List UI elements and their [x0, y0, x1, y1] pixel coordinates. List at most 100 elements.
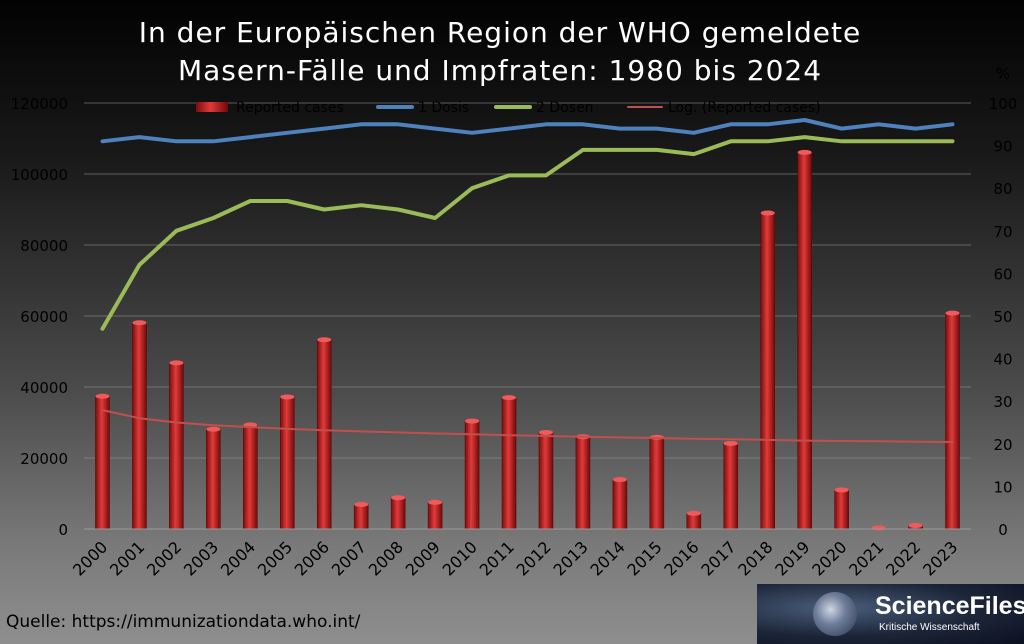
legend-label: 2 Dosen — [536, 100, 593, 116]
bar-top — [723, 440, 738, 446]
line-2-dosen — [100, 135, 955, 331]
y-right-tick-label: 10 — [993, 478, 1012, 496]
bar — [279, 396, 295, 530]
line-1-dosis — [100, 118, 955, 144]
bar — [612, 479, 628, 530]
y-left-tick-label: 100000 — [11, 166, 68, 184]
bar-top — [908, 522, 923, 528]
y-right-axis-label: % — [996, 65, 1010, 83]
bar — [834, 489, 849, 530]
legend-label: 1 Dosis — [418, 100, 469, 116]
bar-top — [501, 395, 517, 401]
bar-top — [760, 210, 775, 216]
logo-tagline: Kritische Wissenschaft — [879, 622, 980, 633]
y-left-tick-label: 120000 — [11, 95, 68, 113]
bar-top — [945, 310, 960, 316]
trendline-reported-cases — [101, 409, 954, 443]
bar — [95, 395, 110, 530]
x-tick-label: 2000 — [69, 537, 111, 579]
legend-label: Reported cases — [236, 100, 344, 116]
x-tick-label: 2014 — [586, 537, 628, 579]
x-tick-label: 2002 — [143, 537, 185, 579]
bar — [760, 212, 776, 530]
bar — [797, 152, 812, 530]
chart-title-line1: In der Europäischen Region der WHO gemel… — [138, 16, 862, 49]
x-tick-label: 2015 — [623, 537, 665, 579]
bar — [132, 322, 147, 530]
legend-label: Log. (Reported cases) — [668, 100, 821, 116]
bar-top — [538, 429, 554, 435]
x-tick-label: 2006 — [291, 537, 333, 579]
bar — [501, 397, 517, 530]
x-tick-label: 2003 — [180, 537, 222, 579]
bar — [206, 428, 221, 530]
bar-top — [465, 418, 480, 424]
bar — [945, 312, 960, 530]
legend-swatch — [196, 102, 228, 112]
bar-top — [206, 426, 221, 432]
bar — [575, 436, 591, 530]
x-tick-label: 2004 — [217, 537, 259, 579]
sciencefiles-logo: ScienceFiles.org Kritische Wissenschaft — [757, 584, 1024, 644]
y-right-tick-label: 20 — [993, 436, 1012, 454]
bar-top — [871, 525, 886, 531]
bar-top — [834, 487, 849, 493]
y-left-tick-label: 0 — [58, 521, 68, 539]
y-right-tick-label: 0 — [998, 521, 1008, 539]
bar — [723, 443, 739, 530]
bar-top — [132, 320, 147, 326]
x-tick-label: 2007 — [328, 537, 370, 579]
bar — [538, 432, 554, 530]
logo-name: ScienceFiles.org — [875, 592, 1024, 620]
y-right-tick-label: 30 — [993, 393, 1012, 411]
bar-series — [95, 149, 960, 531]
y-left-tick-label: 20000 — [20, 450, 68, 468]
x-tick-label: 2010 — [439, 537, 481, 579]
bar — [316, 339, 332, 530]
y-right-tick-label: 80 — [993, 180, 1012, 198]
bar — [169, 362, 184, 530]
bar-top — [317, 337, 332, 343]
x-tick-label: 2008 — [365, 537, 407, 579]
bar-top — [686, 510, 701, 516]
y-left-tick-label: 80000 — [20, 237, 68, 255]
bar — [390, 497, 406, 530]
bar — [243, 424, 258, 530]
x-tick-label: 2013 — [550, 537, 592, 579]
bar — [427, 502, 443, 530]
bar-top — [428, 499, 443, 505]
y-left-tick-label: 40000 — [20, 379, 68, 397]
x-tick-label: 2023 — [919, 537, 961, 579]
bar-top — [391, 495, 406, 501]
x-tick-label: 2001 — [106, 537, 148, 579]
chart-title-line2: Masern-Fälle und Impfraten: 1980 bis 202… — [177, 54, 823, 87]
bar — [464, 420, 480, 530]
y-right-tick-label: 90 — [993, 138, 1012, 156]
y-left-tick-label: 60000 — [20, 308, 68, 326]
y-right-tick-label: 50 — [993, 308, 1012, 326]
bar-top — [797, 149, 812, 155]
y-right-tick-label: 70 — [993, 223, 1012, 241]
x-tick-label: 2016 — [660, 537, 702, 579]
x-tick-label: 2011 — [476, 537, 518, 579]
bar-top — [612, 477, 627, 483]
y-right-tick-label: 100 — [989, 95, 1018, 113]
y-right-tick-label: 60 — [993, 265, 1012, 283]
source-note: Quelle: https://immunizationdata.who.int… — [6, 612, 361, 632]
x-tick-label: 2017 — [697, 537, 739, 579]
line-series — [100, 118, 955, 443]
x-tick-label: 2020 — [808, 537, 850, 579]
bar-top — [280, 394, 295, 400]
x-tick-label: 2019 — [771, 537, 813, 579]
x-tick-label: 2022 — [882, 537, 924, 579]
x-tick-label: 2021 — [845, 537, 887, 579]
y-right-tick-label: 40 — [993, 351, 1012, 369]
bar-top — [354, 502, 369, 508]
bar — [649, 437, 665, 530]
bar-top — [169, 360, 184, 366]
x-tick-label: 2009 — [402, 537, 444, 579]
bar-top — [95, 393, 110, 399]
x-tick-label: 2012 — [513, 537, 555, 579]
bar — [353, 504, 369, 530]
